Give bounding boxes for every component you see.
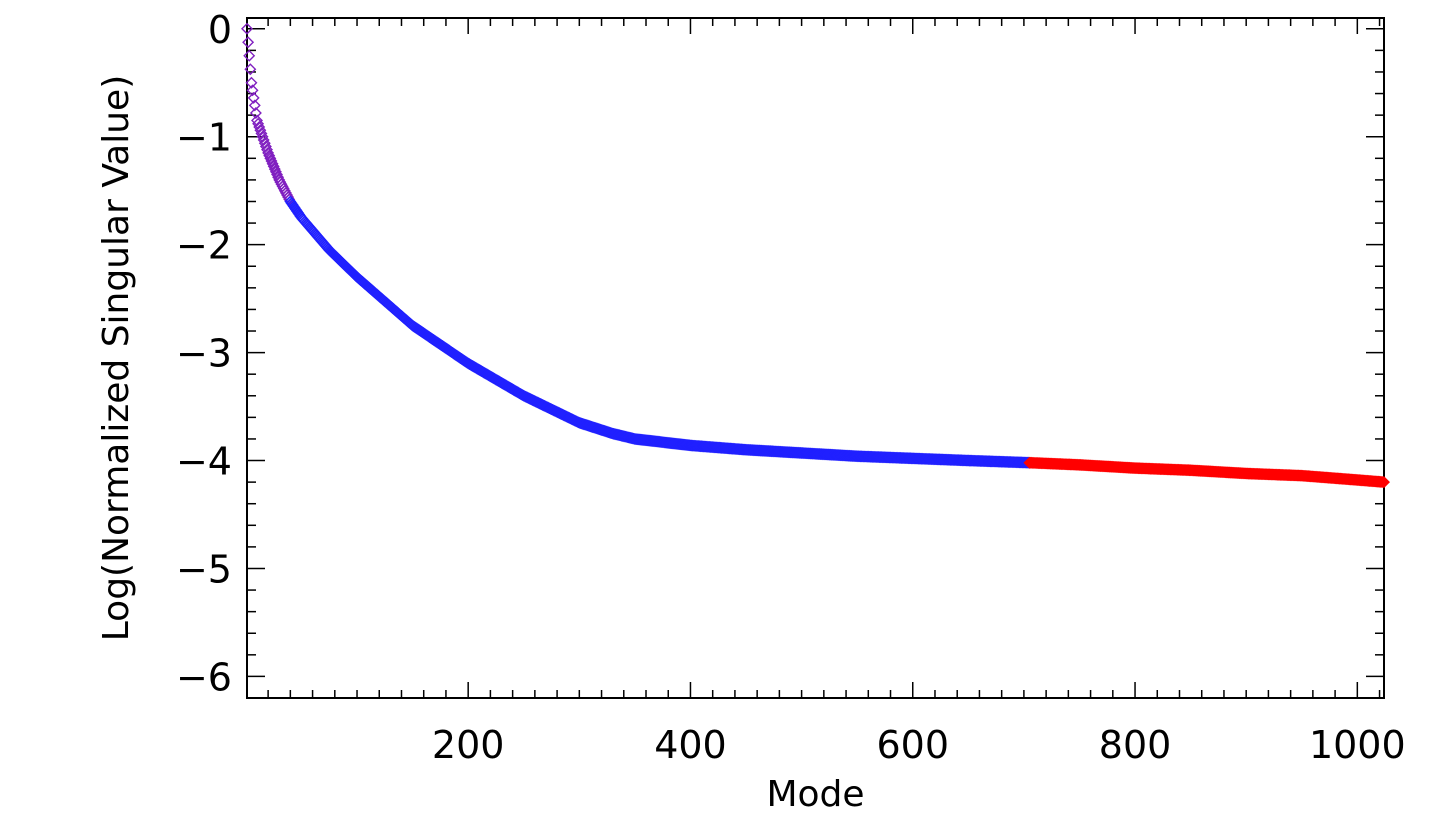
data-point (1376, 476, 1389, 489)
y-tick-label: −3 (176, 332, 232, 376)
data-point (1373, 475, 1386, 488)
data-point (256, 130, 269, 143)
data-point (262, 146, 275, 159)
data-point (263, 149, 276, 162)
x-tick-labels: 200 400 600 800 1000 (432, 723, 1406, 767)
y-tick-label: −6 (176, 655, 232, 699)
y-tick-label: −5 (176, 547, 232, 591)
data-point (246, 84, 259, 97)
data-point (241, 22, 253, 35)
data-point (1378, 476, 1390, 489)
data-point (244, 63, 257, 76)
major-ticks (247, 18, 1384, 698)
minor-ticks (247, 18, 1384, 698)
data-point (253, 121, 266, 134)
y-tick-label: −1 (176, 116, 232, 160)
data-point (255, 127, 268, 140)
data-point (264, 152, 277, 165)
data-point (254, 124, 267, 137)
data-point (266, 157, 279, 170)
x-tick-label: 200 (432, 723, 505, 767)
data-point (259, 140, 272, 153)
x-tick-label: 1000 (1309, 723, 1406, 767)
data-point (242, 36, 255, 49)
data-point (265, 155, 278, 168)
x-tick-label: 600 (876, 723, 949, 767)
data-point (261, 143, 273, 156)
x-tick-label: 400 (654, 723, 727, 767)
y-tick-label: −2 (176, 224, 232, 268)
data-point (247, 91, 260, 104)
data-point (248, 99, 261, 112)
data-point (1374, 475, 1387, 488)
data-point (267, 160, 280, 173)
data-point (257, 133, 270, 146)
data-point (258, 137, 271, 150)
plot-frame (246, 17, 1385, 699)
y-tick-label: −4 (176, 440, 232, 484)
y-tick-label: 0 (208, 8, 232, 52)
data-point (245, 76, 258, 89)
y-axis-title: Log(Normalized Singular Value) (96, 75, 137, 642)
x-axis-title: Mode (766, 774, 864, 815)
data-point (283, 193, 296, 206)
data-point (251, 114, 263, 127)
data-point (252, 117, 265, 130)
y-tick-labels: 0 −1 −2 −3 −4 −5 −6 (176, 8, 232, 700)
data-markers (241, 22, 1390, 489)
data-point (243, 49, 256, 62)
x-tick-label: 800 (1099, 723, 1172, 767)
data-point (269, 165, 282, 178)
data-point (1375, 475, 1388, 488)
data-point (249, 106, 262, 119)
data-point (268, 163, 281, 176)
